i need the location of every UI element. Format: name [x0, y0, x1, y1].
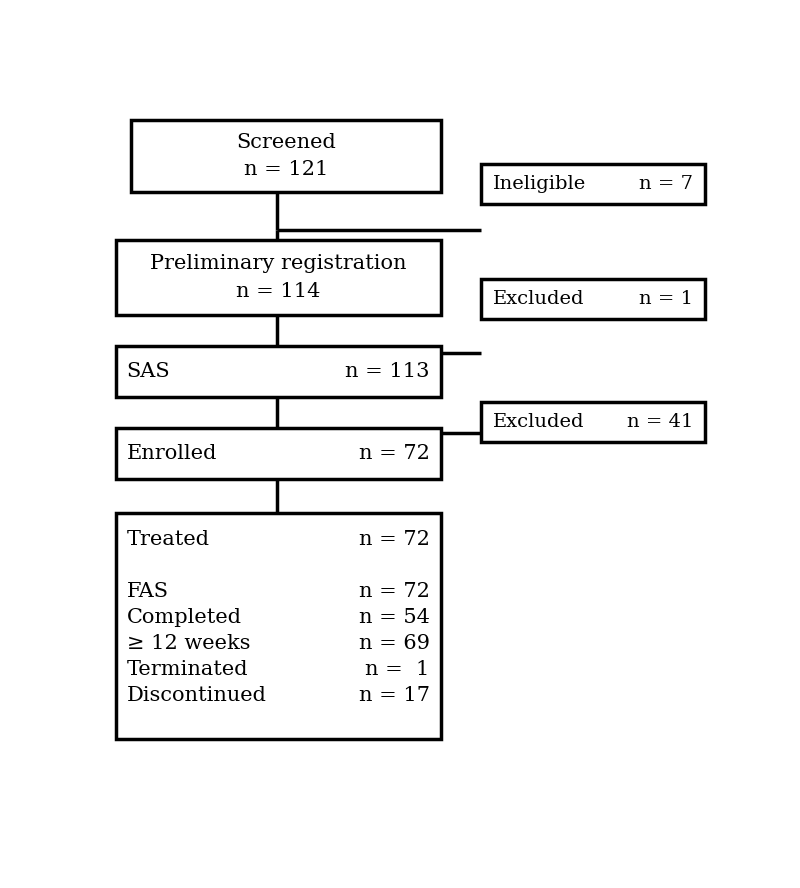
- FancyBboxPatch shape: [482, 164, 705, 203]
- Text: n = 72: n = 72: [359, 583, 430, 601]
- Text: n = 121: n = 121: [244, 161, 328, 179]
- Text: Enrolled: Enrolled: [126, 444, 217, 463]
- Text: Preliminary registration: Preliminary registration: [150, 254, 406, 274]
- Text: ≥ 12 weeks: ≥ 12 weeks: [126, 634, 250, 654]
- Text: FAS: FAS: [126, 583, 169, 601]
- Text: Terminated: Terminated: [126, 661, 248, 679]
- Text: n = 72: n = 72: [359, 530, 430, 550]
- Text: n = 17: n = 17: [359, 686, 430, 705]
- FancyBboxPatch shape: [131, 120, 441, 192]
- Text: n = 114: n = 114: [236, 281, 321, 301]
- Text: Excluded: Excluded: [493, 289, 584, 308]
- Text: n = 69: n = 69: [359, 634, 430, 654]
- Text: n =  1: n = 1: [366, 661, 430, 679]
- Text: Screened: Screened: [236, 133, 336, 152]
- Text: n = 1: n = 1: [639, 289, 694, 308]
- Text: Completed: Completed: [126, 608, 242, 628]
- FancyBboxPatch shape: [115, 240, 441, 315]
- Text: SAS: SAS: [126, 362, 170, 381]
- Text: Ineligible: Ineligible: [493, 175, 586, 193]
- Text: Excluded: Excluded: [493, 413, 584, 431]
- Text: n = 54: n = 54: [359, 608, 430, 628]
- Text: n = 72: n = 72: [359, 444, 430, 463]
- FancyBboxPatch shape: [482, 279, 705, 319]
- Text: n = 7: n = 7: [639, 175, 694, 193]
- Text: Treated: Treated: [126, 530, 210, 550]
- FancyBboxPatch shape: [482, 402, 705, 441]
- FancyBboxPatch shape: [115, 346, 441, 397]
- Text: Discontinued: Discontinued: [126, 686, 266, 705]
- FancyBboxPatch shape: [115, 428, 441, 480]
- Text: n = 41: n = 41: [627, 413, 694, 431]
- FancyBboxPatch shape: [115, 513, 441, 739]
- Text: n = 113: n = 113: [346, 362, 430, 381]
